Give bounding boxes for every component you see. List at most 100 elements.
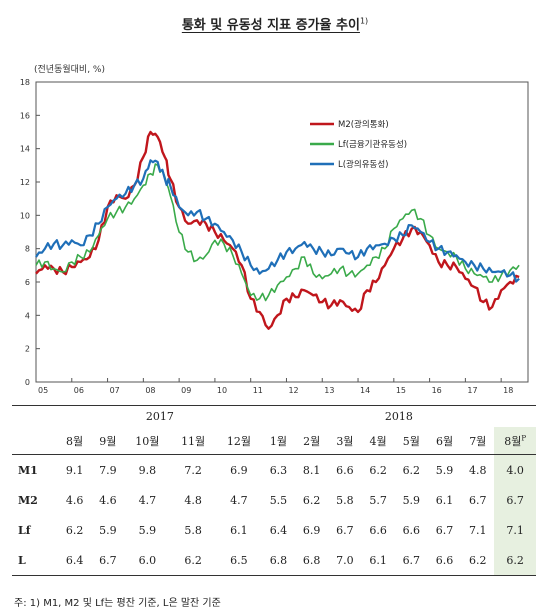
- data-table: 2017 2018 8월 9월 10월 11월 12월 1월 2월 3월 4월 5월 6월 7월 8월P…: [12, 405, 536, 576]
- table-cell: 6.2: [302, 493, 321, 507]
- x-tick-label: 08: [145, 386, 155, 395]
- table-cell: 7.1: [469, 523, 487, 537]
- table-row: L 6.4 6.7 6.0 6.2 6.5 6.8 6.8 7.0 6.1 6.7 6.6 6.2 6.2: [12, 545, 536, 576]
- year-2017: 2017: [145, 409, 174, 423]
- table-cell: 6.4: [58, 545, 92, 576]
- table-cell: 4.8: [184, 493, 202, 507]
- table-cell: 6.6: [427, 545, 462, 576]
- month-header: 3월: [328, 427, 362, 455]
- x-tick-label: 06: [74, 386, 84, 395]
- title-footnote-mark: 1): [359, 16, 369, 26]
- x-tick-label: 18: [503, 386, 513, 395]
- year-spacer: [12, 405, 58, 427]
- table-cell: 6.7: [394, 545, 428, 576]
- x-tick-label: 14: [360, 386, 370, 395]
- month-header: 1월: [261, 427, 296, 455]
- row-label: Lf: [18, 523, 31, 537]
- y-tick-label: 10: [20, 211, 30, 220]
- month-header: 8월: [58, 427, 92, 455]
- table-cell: 4.6: [65, 493, 84, 507]
- table-cell: 4.6: [99, 493, 117, 507]
- table-cell: 5.8: [184, 523, 202, 537]
- x-tick-label: 10: [217, 386, 227, 395]
- year-2018: 2018: [384, 409, 413, 423]
- legend-label: L(광의유동성): [338, 159, 388, 170]
- month-spacer: [12, 427, 58, 455]
- table-cell: 6.1: [230, 523, 248, 537]
- table-row: M1 9.1 7.9 9.8 7.2 6.9 6.3 8.1 6.6 6.2 6.2 5.9 4.8 4.…: [12, 454, 536, 485]
- y-tick-label: 4: [25, 311, 30, 320]
- x-tick-label: 17: [467, 386, 477, 395]
- x-tick-label: 09: [181, 386, 191, 395]
- table-cell: 4.7: [230, 493, 248, 507]
- y-tick-label: 0: [25, 378, 30, 387]
- table-cell: 6.8: [261, 545, 296, 576]
- y-tick-label: 2: [25, 345, 30, 354]
- month-header: 11월: [170, 427, 217, 455]
- table-cell: 6.7: [91, 545, 125, 576]
- y-axis-label: (전년동월대비, %): [34, 65, 105, 75]
- table-cell: 6.4: [269, 523, 288, 537]
- month-header: 9월: [91, 427, 125, 455]
- table-cell: 6.1: [361, 545, 395, 576]
- chart-title-text: 통화 및 유동성 지표 증가율 추이: [181, 18, 360, 33]
- month-header: 4월: [361, 427, 395, 455]
- line-chart: 0 2 4 6 8 10 12 14 16 18 05 06 07 08 09 10 11 12 13 14 15 16 1…: [20, 78, 529, 395]
- table-cell: 5.9: [99, 523, 117, 537]
- table-cell: 6.7: [469, 493, 487, 507]
- table-cell: 7.2: [184, 463, 202, 477]
- month-header: 7월: [461, 427, 495, 455]
- month-header: 12월: [216, 427, 262, 455]
- x-tick-label: 12: [288, 386, 298, 395]
- table-cell: 5.9: [138, 523, 157, 537]
- month-header: 2월: [295, 427, 329, 455]
- month-header: 5월: [394, 427, 428, 455]
- month-header: 6월: [427, 427, 462, 455]
- table-cell: 6.9: [302, 523, 321, 537]
- table-cell: 4.0: [494, 454, 536, 485]
- table-cell: 6.7: [435, 523, 454, 537]
- table-year-row: 2017 2018: [12, 405, 536, 427]
- y-tick-label: 6: [25, 278, 30, 287]
- month-header: 10월: [124, 427, 171, 455]
- table-row: Lf 6.2 5.9 5.9 5.8 6.1 6.4 6.9 6.7 6.6 6.6 6.7 7.1 7.…: [12, 515, 536, 545]
- table-cell: 6.0: [124, 545, 171, 576]
- legend-label: Lf(금융기관유동성): [338, 139, 407, 150]
- x-tick-label: 15: [396, 386, 406, 395]
- preliminary-mark: P: [521, 433, 527, 442]
- table-cell: 9.1: [65, 463, 84, 477]
- table-cell: 6.2: [65, 523, 84, 537]
- y-tick-label: 16: [20, 111, 30, 120]
- table-cell: 6.6: [402, 523, 421, 537]
- row-label: M2: [18, 493, 38, 507]
- table-cell: 4.8: [469, 463, 487, 477]
- table-cell: 6.5: [216, 545, 262, 576]
- series-line-lf: [35, 163, 520, 302]
- table-cell: 6.3: [269, 463, 288, 477]
- y-tick-label: 18: [20, 78, 30, 87]
- table-cell: 4.7: [138, 493, 157, 507]
- x-tick-label: 11: [253, 386, 263, 395]
- x-tick-label: 16: [432, 386, 442, 395]
- table-cell: 5.8: [336, 493, 354, 507]
- table-cell: 6.8: [295, 545, 329, 576]
- table-cell: 6.7: [494, 485, 536, 515]
- table-cell: 6.2: [170, 545, 217, 576]
- plot-frame: [35, 81, 529, 383]
- row-label: L: [12, 545, 58, 576]
- x-tick-label: 07: [110, 386, 120, 395]
- table-cell: 7.9: [99, 463, 117, 477]
- y-tick-label: 8: [25, 245, 30, 254]
- table-cell: 5.9: [435, 463, 454, 477]
- table-month-row: 8월 9월 10월 11월 12월 1월 2월 3월 4월 5월 6월 7월 8월P: [12, 427, 536, 455]
- row-label: M1: [18, 463, 38, 477]
- table-cell: 9.8: [138, 463, 157, 477]
- series-line-m2: [35, 130, 520, 330]
- legend-label: M2(광의통화): [338, 119, 389, 130]
- series-line-l: [35, 159, 520, 283]
- table-cell: 5.9: [402, 493, 421, 507]
- y-tick-label: 14: [20, 145, 30, 154]
- table-cell: 8.1: [302, 463, 321, 477]
- table-cell: 6.2: [369, 463, 387, 477]
- chart-title: 통화 및 유동성 지표 증가율 추이1): [0, 14, 550, 33]
